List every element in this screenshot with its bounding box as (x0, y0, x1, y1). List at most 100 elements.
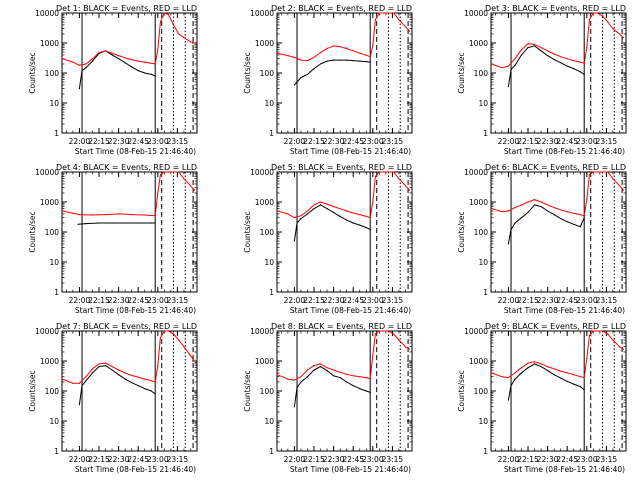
series-line-events (294, 59, 371, 86)
x-tick-label: 23:15 (596, 455, 618, 464)
chart-panel-5: Det 5: BLACK = Events, RED = LLD 1 10 100 10… (243, 163, 413, 315)
x-tick-label: 23:00 (147, 296, 169, 305)
x-tick-label: 22:45 (342, 137, 364, 146)
data-point-events (553, 59, 555, 61)
data-point-events (98, 366, 100, 368)
data-point-lld (300, 59, 302, 61)
data-point-lld (313, 56, 315, 59)
data-point-lld (618, 346, 621, 348)
data-point-lld (72, 61, 74, 63)
y-tick-label: 1 (54, 129, 59, 138)
data-point-events (365, 390, 367, 392)
x-tick-label: 23:15 (167, 137, 189, 146)
y-tick-label: 1000 (255, 39, 274, 48)
y-tick-label: 1000 (255, 198, 274, 207)
data-point-lld (306, 60, 309, 62)
data-point-lld (131, 214, 133, 216)
data-point-events (560, 377, 562, 379)
data-point-lld (527, 43, 529, 45)
x-tick-label: 22:00 (284, 296, 306, 305)
data-point-events (359, 388, 361, 390)
y-tick-label: 10000 (35, 168, 59, 177)
data-point-lld (553, 368, 555, 370)
data-point-events (313, 208, 315, 210)
data-point-events (369, 391, 371, 393)
y-tick-label: 1000 (40, 198, 59, 207)
data-point-events (111, 222, 113, 224)
data-point-lld (91, 214, 94, 216)
x-tick-label: 22:00 (69, 455, 91, 464)
data-point-events (507, 243, 509, 245)
chart-title: Det 1: BLACK = Events, RED = LLD (56, 4, 197, 13)
series-line-events (507, 45, 585, 87)
y-tick-label: 100 (45, 228, 60, 237)
data-point-lld (276, 210, 278, 212)
y-tick-label: 1000 (40, 357, 59, 366)
data-point-lld (596, 330, 598, 332)
data-point-lld (501, 67, 503, 69)
data-point-lld (507, 377, 509, 379)
y-axis-label: Counts/sec (243, 370, 252, 411)
data-point-lld (382, 330, 384, 332)
y-tick-label: 10 (478, 258, 488, 267)
data-point-lld (527, 362, 529, 364)
data-point-events (547, 370, 549, 372)
data-point-lld (287, 378, 289, 380)
chart-panel-2: Det 2: BLACK = Events, RED = LLD 1 10 100 10… (243, 4, 413, 156)
series-line-lld (277, 12, 410, 62)
data-point-events (154, 222, 156, 224)
data-point-lld (319, 363, 322, 365)
data-point-lld (527, 201, 529, 203)
data-point-lld (118, 213, 120, 215)
data-point-lld (287, 213, 289, 215)
data-point-events (566, 380, 568, 382)
data-point-lld (369, 217, 371, 219)
y-tick-label: 1 (269, 129, 274, 138)
data-point-lld (579, 214, 581, 216)
data-point-lld (118, 369, 120, 371)
data-point-events (520, 372, 523, 374)
y-axis-label: Counts/sec (457, 211, 466, 252)
chart-title: Det 3: BLACK = Events, RED = LLD (485, 4, 626, 13)
y-tick-label: 10000 (250, 168, 274, 177)
data-point-lld (398, 339, 400, 341)
x-tick-label: 23:15 (382, 455, 404, 464)
data-point-lld (72, 212, 74, 214)
data-point-lld (588, 335, 591, 337)
data-point-events (553, 374, 555, 376)
data-point-lld (540, 47, 542, 49)
data-point-lld (382, 171, 384, 173)
data-point-events (91, 60, 94, 62)
data-point-events (527, 47, 529, 49)
x-axis-label: Start Time (08-Feb-15 21:46:40) (290, 306, 411, 315)
y-tick-label: 10 (478, 417, 488, 426)
data-point-lld (398, 19, 400, 21)
x-tick-label: 22:30 (537, 137, 559, 146)
series-line-events (293, 204, 371, 242)
data-point-lld (520, 367, 523, 369)
data-point-lld (369, 378, 371, 380)
data-point-events (296, 387, 298, 389)
data-point-lld (319, 201, 322, 203)
data-point-lld (573, 60, 575, 62)
y-tick-label: 10000 (464, 168, 488, 177)
x-tick-label: 23:00 (576, 137, 598, 146)
data-point-events (369, 229, 371, 231)
data-point-lld (533, 361, 536, 363)
data-point-lld (163, 330, 165, 332)
data-point-lld (61, 210, 64, 212)
y-tick-label: 1000 (469, 357, 488, 366)
data-point-lld (287, 55, 289, 57)
y-tick-label: 1000 (469, 39, 488, 48)
data-point-events (293, 240, 295, 242)
y-tick-label: 10000 (464, 9, 488, 18)
data-point-lld (137, 60, 139, 62)
data-point-events (306, 73, 309, 75)
data-point-events (124, 62, 126, 64)
series-line-lld (491, 12, 624, 69)
y-axis-label: Counts/sec (28, 52, 37, 93)
data-point-lld (91, 58, 94, 60)
y-axis-label: Counts/sec (28, 211, 37, 252)
data-point-lld (104, 214, 107, 216)
data-point-lld (586, 47, 588, 49)
